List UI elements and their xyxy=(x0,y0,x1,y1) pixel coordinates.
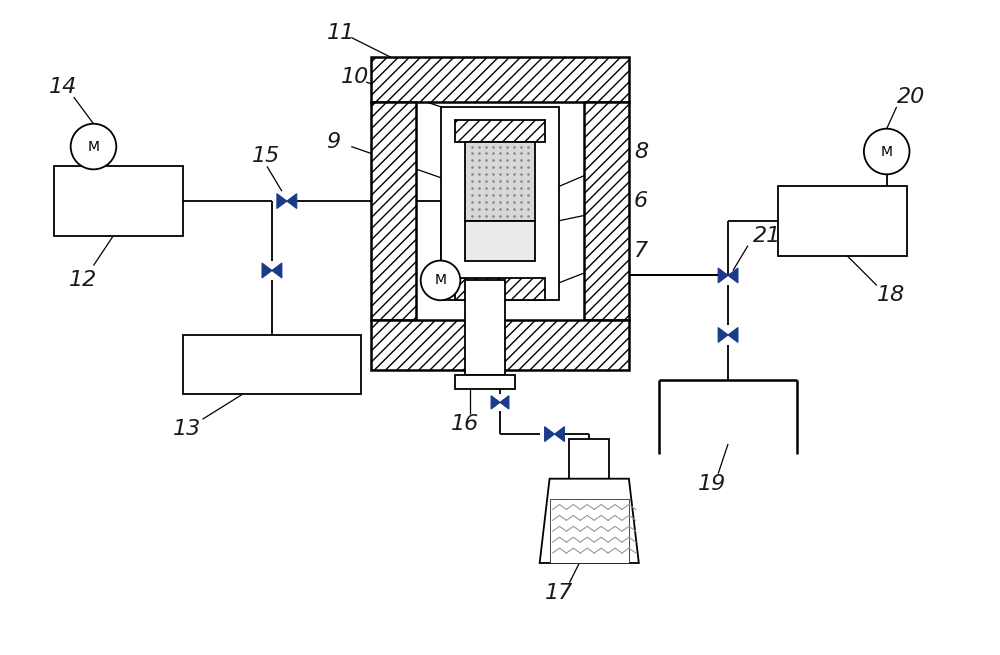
Polygon shape xyxy=(718,328,728,343)
Text: 16: 16 xyxy=(450,414,479,434)
Bar xyxy=(455,120,545,141)
Bar xyxy=(455,278,545,300)
Polygon shape xyxy=(500,396,509,409)
Text: 8: 8 xyxy=(634,141,648,162)
Bar xyxy=(584,102,629,320)
Bar xyxy=(569,439,609,479)
Circle shape xyxy=(864,128,909,174)
Polygon shape xyxy=(491,396,500,409)
Text: 7: 7 xyxy=(634,240,648,261)
Circle shape xyxy=(71,124,116,170)
Polygon shape xyxy=(718,268,728,283)
Polygon shape xyxy=(728,328,738,343)
Circle shape xyxy=(421,261,460,300)
Text: 20: 20 xyxy=(897,87,925,107)
Text: 6: 6 xyxy=(634,191,648,211)
Text: 9: 9 xyxy=(326,132,341,151)
Text: 14: 14 xyxy=(49,77,77,97)
Polygon shape xyxy=(555,426,564,441)
Polygon shape xyxy=(545,426,555,441)
Bar xyxy=(465,141,535,221)
Text: M: M xyxy=(881,145,893,159)
Text: 11: 11 xyxy=(326,22,355,43)
Text: 19: 19 xyxy=(698,474,727,494)
Text: 10: 10 xyxy=(341,67,370,87)
Polygon shape xyxy=(728,268,738,283)
Text: 21: 21 xyxy=(753,226,781,246)
Bar xyxy=(183,335,361,394)
Bar xyxy=(441,107,559,300)
Text: 12: 12 xyxy=(69,271,97,290)
Bar xyxy=(455,375,515,390)
Bar xyxy=(465,221,535,261)
Bar xyxy=(54,166,183,236)
Text: 18: 18 xyxy=(877,286,905,305)
Bar xyxy=(371,320,629,369)
Polygon shape xyxy=(540,479,639,563)
Bar xyxy=(371,57,629,102)
Polygon shape xyxy=(287,194,297,208)
Bar xyxy=(371,102,416,320)
Polygon shape xyxy=(272,263,282,278)
Bar xyxy=(465,280,505,375)
Text: 13: 13 xyxy=(173,419,201,439)
Text: M: M xyxy=(435,273,447,288)
Text: 17: 17 xyxy=(545,583,573,603)
Text: 15: 15 xyxy=(252,147,280,166)
Bar xyxy=(778,186,907,255)
Polygon shape xyxy=(262,263,272,278)
Polygon shape xyxy=(277,194,287,208)
Bar xyxy=(550,498,629,563)
Text: M: M xyxy=(87,140,99,153)
